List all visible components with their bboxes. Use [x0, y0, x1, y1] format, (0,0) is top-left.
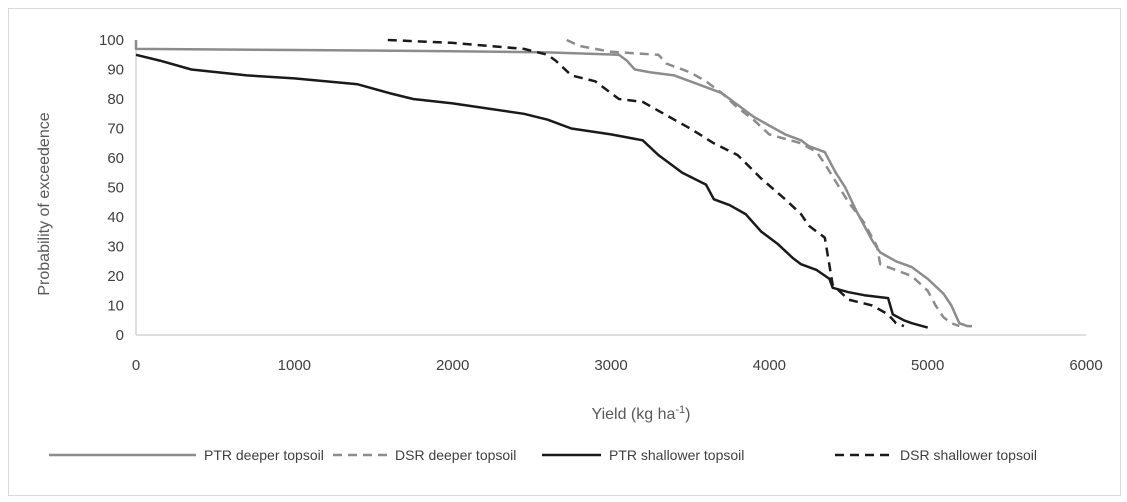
legend: PTR deeper topsoil DSR deeper topsoil PTR … — [49, 447, 1037, 463]
legend-label-1: PTR deeper topsoil — [204, 447, 324, 463]
x-tick-label: 5000 — [911, 357, 944, 374]
legend-label-4: DSR shallower topsoil — [900, 447, 1037, 463]
series-layer — [134, 38, 972, 329]
y-tick-label: 30 — [107, 239, 124, 256]
y-tick-label: 50 — [107, 180, 124, 197]
y-tick-label: 90 — [107, 62, 124, 79]
x-axis-title-main: Yield (kg ha — [591, 406, 675, 423]
y-tick-label: 0 — [116, 327, 124, 344]
y-tick-label: 80 — [107, 91, 124, 108]
legend-label-3: PTR shallower topsoil — [609, 447, 744, 463]
legend-label-2: DSR deeper topsoil — [395, 447, 516, 463]
y-tick-label: 100 — [99, 32, 124, 49]
x-tick-label: 0 — [132, 357, 140, 374]
yield-exceedance-chart: 0 10 20 30 40 50 60 70 80 90 100 0 1000 2000 3000 4000… — [36, 32, 1103, 463]
x-tick-label: 6000 — [1069, 357, 1102, 374]
x-axis-title-close: ) — [685, 406, 690, 423]
y-tick-label: 10 — [107, 298, 124, 315]
x-axis-title: Yield (kg ha-1) — [591, 404, 690, 423]
series-line-1 — [134, 40, 972, 328]
x-tick-label: 2000 — [436, 357, 469, 374]
series-line-4 — [387, 38, 905, 328]
x-tick-label: 3000 — [594, 357, 627, 374]
y-tick-label: 20 — [107, 268, 124, 285]
series-line-3 — [135, 53, 929, 329]
x-axis-title-unit-exponent: -1 — [675, 404, 685, 416]
y-axis-title: Probability of exceedence — [36, 112, 53, 295]
x-axis-ticks: 0 1000 2000 3000 4000 5000 6000 — [132, 357, 1103, 374]
y-tick-label: 70 — [107, 121, 124, 138]
x-tick-label: 4000 — [753, 357, 786, 374]
chart-frame: 0 10 20 30 40 50 60 70 80 90 100 0 1000 2000 3000 4000… — [8, 8, 1121, 496]
y-tick-label: 60 — [107, 150, 124, 167]
y-tick-label: 40 — [107, 209, 124, 226]
x-tick-label: 1000 — [278, 357, 311, 374]
y-axis-ticks: 0 10 20 30 40 50 60 70 80 90 100 — [99, 32, 124, 344]
series-line-2 — [566, 38, 960, 328]
